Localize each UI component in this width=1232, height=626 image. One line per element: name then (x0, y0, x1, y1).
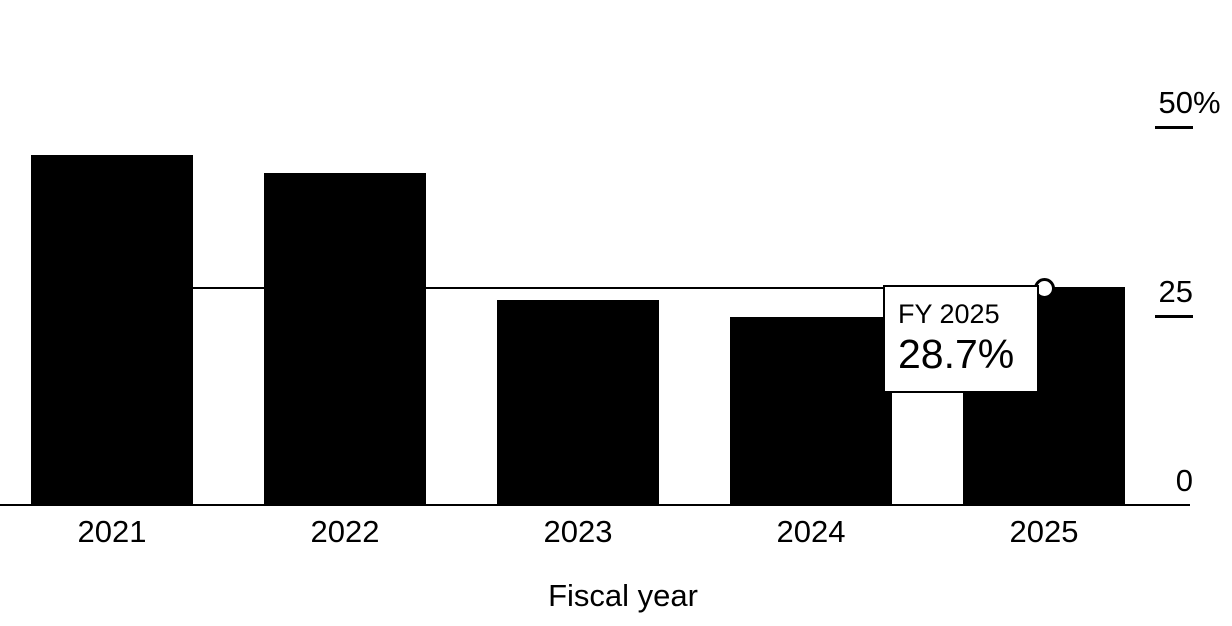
tooltip-value: 28.7% (898, 331, 1015, 378)
tooltip: FY 2025 28.7% (883, 285, 1039, 394)
bar-2022[interactable] (264, 173, 426, 505)
y-tick-25 (1155, 315, 1193, 318)
y-tick-50 (1155, 126, 1193, 129)
reference-line (193, 287, 1125, 290)
x-tick-label-2025: 2025 (1009, 514, 1079, 549)
tooltip-title: FY 2025 (898, 299, 1000, 330)
y-tick-label-50: 50% (1158, 85, 1221, 120)
bar-2021[interactable] (31, 154, 193, 505)
x-tick-label-2022: 2022 (310, 514, 380, 549)
y-tick-label-25: 25 (1158, 274, 1193, 309)
x-axis-baseline (0, 504, 1190, 506)
y-label-unit: % (1193, 85, 1221, 120)
x-tick-label-2023: 2023 (543, 514, 613, 549)
x-tick-label-2021: 2021 (77, 514, 147, 549)
x-tick-label-2024: 2024 (776, 514, 846, 549)
bar-2024[interactable] (730, 316, 892, 505)
bar-2023[interactable] (497, 300, 659, 505)
y-tick-label-0: 0 (1175, 463, 1193, 498)
x-axis-title: Fiscal year (548, 578, 698, 613)
